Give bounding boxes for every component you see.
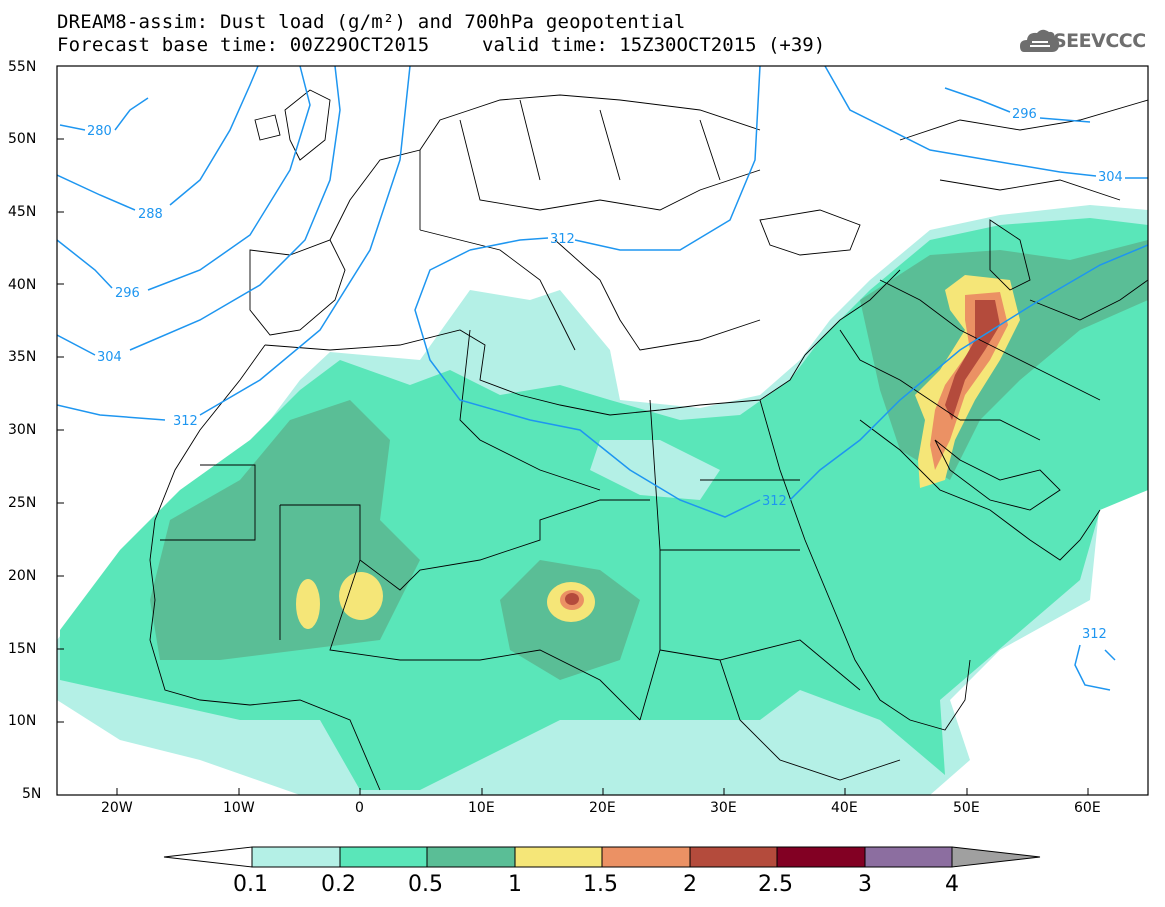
border-north-asia [899,99,1148,201]
coastline-persian-gulf [934,439,1061,511]
contour-label: 304 [1098,170,1123,185]
dust-2-plume-iraq [945,300,1000,420]
coastline-north-africa [264,329,806,416]
contour-312-east [1074,644,1116,691]
border-europe [419,99,761,230]
border-sahara-2 [329,329,800,721]
contour-312 [57,66,411,421]
colorbar-swatch [601,846,691,868]
contour-280 [59,97,149,131]
lon-label: 60E [1074,800,1101,816]
colorbar-label: 2 [683,872,697,897]
country-borders [149,89,1148,791]
contour-label: 312 [550,232,575,247]
colorbar-label: 0.2 [321,872,356,897]
contour-304-north [824,66,1148,179]
lat-label: 20N [8,568,37,584]
lon-label: 30E [710,800,737,816]
contour-label: 312 [762,494,787,509]
contour-296-north [944,87,1091,123]
colorbar-label: 1 [508,872,522,897]
coastline-europe [329,94,761,351]
contour-label: 304 [97,350,122,365]
map-title: DREAM8-assim: Dust load (g/m²) and 700hP… [57,11,686,33]
lat-label: 40N [8,277,37,293]
lat-label: 25N [8,495,37,511]
contour-label: 280 [87,124,112,139]
border-east-africa [659,639,901,781]
lon-label: 10W [223,800,255,816]
dust-1-patch-mali-west [296,579,320,629]
colorbar-swatch [426,846,516,868]
border-middle-east [839,279,1148,441]
contour-304 [57,66,341,356]
colorbar-label: 1.5 [583,872,618,897]
lon-label: 50E [953,800,980,816]
contour-label: 312 [173,414,198,429]
lat-label: 30N [8,422,37,438]
colorbar-swatch [864,846,953,868]
border-sahara-1 [160,399,800,721]
lon-label: 0 [355,800,364,816]
colorbar-swatch [689,846,778,868]
lat-label: 35N [8,349,37,365]
lat-label: 5N [22,786,42,802]
axis-ticks [57,65,1089,795]
colorbar-swatch [514,846,603,868]
colorbar-label: 4 [945,872,959,897]
geopotential-contours [57,66,1148,691]
contour-label: 288 [138,207,163,222]
colorbar-label: 0.1 [233,872,268,897]
contour-296 [57,66,311,291]
lon-label: 20E [589,800,616,816]
colorbar-label: 3 [858,872,872,897]
colorbar-label: 0.5 [408,872,443,897]
dust-1-patch-mali-east [339,572,383,620]
coastline-black-sea [759,209,861,256]
contour-label: 296 [115,286,140,301]
lat-label: 45N [8,204,37,220]
contour-label: 296 [1012,107,1037,122]
colorbar-swatch [251,846,341,868]
forecast-base-time: Forecast base time: 00Z29OCT2015 [57,34,430,56]
lon-label: 40E [831,800,858,816]
coastline-british-isles [254,89,331,161]
colorbar-swatch [163,846,253,868]
coastline-red-sea [759,399,971,731]
contour-label: 312 [1082,627,1107,642]
coastline-arabia [804,269,1101,561]
valid-time: valid time: 15Z30OCT2015 (+39) [482,34,826,56]
coastline-caspian [989,219,1031,291]
lat-label: 50N [8,131,37,147]
lon-label: 20W [101,800,133,816]
coastline-west-africa [149,344,381,791]
colorbar-swatch [776,846,866,868]
lat-label: 55N [8,59,37,75]
dust-2-patch-chad [565,593,579,605]
colorbar-swatch [339,846,428,868]
coastline-iberia [249,239,346,336]
colorbar-swatch [951,846,1041,868]
contour-labels: 280 288 296 304 312 312 312 296 304 312 [87,107,1123,642]
lat-label: 10N [8,713,37,729]
cloud-logo-icon [1020,29,1060,52]
logo-text: SEEVCCC [1053,30,1146,52]
lon-label: 10E [468,800,495,816]
contour-288 [57,66,259,211]
contour-312-mid [469,66,761,251]
lat-label: 15N [8,641,37,657]
contour-312-loop [414,244,1148,518]
colorbar-label: 2.5 [758,872,793,897]
colorbar [163,846,1041,868]
